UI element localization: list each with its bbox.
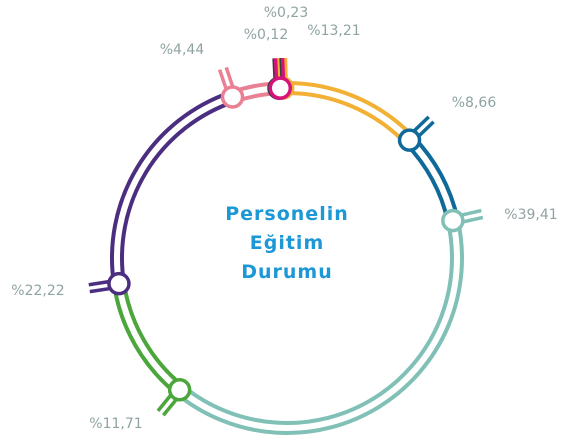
- ring-segment: [112, 282, 185, 396]
- label-stub: [283, 57, 288, 81]
- segment-node: [268, 76, 293, 100]
- label-stub: [217, 69, 229, 92]
- label-stub: [280, 57, 286, 81]
- value-label: %22,22: [11, 283, 64, 299]
- ring-segment: [175, 219, 464, 435]
- chart-title: Personelin Eğitim Durumu: [225, 203, 349, 283]
- ring-stroke: [120, 99, 235, 284]
- label-stub: [224, 66, 235, 89]
- ring-segment: [282, 81, 415, 146]
- segment-node: [441, 208, 465, 233]
- value-label: %39,41: [504, 207, 557, 223]
- label-stub: [416, 120, 435, 139]
- value-label: %11,71: [89, 416, 142, 432]
- ring-stroke: [181, 221, 454, 425]
- label-stub: [88, 279, 111, 287]
- segment-node: [107, 271, 131, 296]
- value-label: %13,21: [307, 23, 360, 39]
- label-stub: [461, 215, 484, 224]
- ring-segment: [110, 90, 235, 285]
- ring-stroke: [175, 219, 464, 435]
- label-stub: [156, 392, 174, 412]
- label-stub: [273, 58, 279, 81]
- ring-stroke: [112, 284, 178, 396]
- ring-stroke: [110, 90, 232, 285]
- ring-stroke: [121, 282, 185, 388]
- label-stub: [162, 397, 179, 417]
- value-label: %0,12: [244, 27, 288, 43]
- label-stub: [89, 286, 112, 294]
- ring-stroke: [282, 81, 415, 139]
- value-label: %8,66: [452, 95, 497, 111]
- segment-node: [167, 378, 192, 402]
- label-stub: [411, 115, 430, 134]
- label-stub: [459, 208, 482, 218]
- ring-stroke: [282, 91, 408, 146]
- value-label: %4,44: [160, 42, 205, 58]
- segment-node: [397, 128, 422, 152]
- ring-stroke: [411, 135, 460, 220]
- value-label: %0,23: [264, 5, 308, 21]
- segment-node: [220, 85, 245, 109]
